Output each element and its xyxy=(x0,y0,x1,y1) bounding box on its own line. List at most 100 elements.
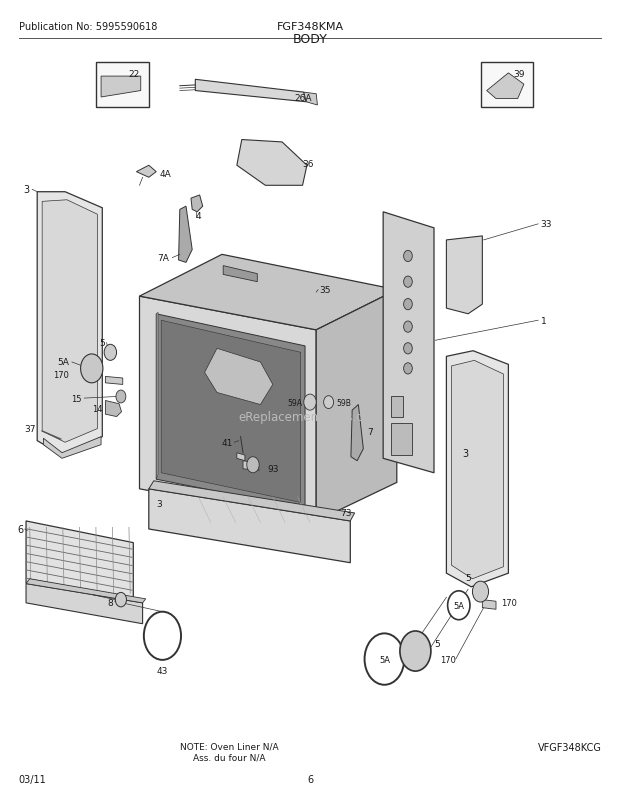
Circle shape xyxy=(104,345,117,361)
Circle shape xyxy=(404,299,412,310)
Text: 3: 3 xyxy=(24,185,30,195)
Text: 170: 170 xyxy=(53,370,69,379)
Text: eReplacementParts.com: eReplacementParts.com xyxy=(238,411,382,423)
Text: 5: 5 xyxy=(434,638,440,648)
Text: 93: 93 xyxy=(268,464,280,474)
Polygon shape xyxy=(154,626,170,646)
Circle shape xyxy=(304,395,316,411)
Text: 41: 41 xyxy=(221,438,232,448)
Polygon shape xyxy=(223,266,257,282)
Text: 5: 5 xyxy=(466,573,471,582)
Polygon shape xyxy=(482,600,496,610)
Circle shape xyxy=(404,363,412,375)
Circle shape xyxy=(404,343,412,354)
Polygon shape xyxy=(156,313,158,480)
Polygon shape xyxy=(26,584,143,624)
Circle shape xyxy=(116,391,126,403)
Text: 3: 3 xyxy=(462,448,468,458)
Text: 22: 22 xyxy=(128,70,140,79)
Bar xyxy=(480,63,533,107)
Text: 8: 8 xyxy=(107,598,113,608)
Text: 5A: 5A xyxy=(453,601,464,610)
Text: 6: 6 xyxy=(307,775,313,784)
Polygon shape xyxy=(191,196,203,213)
Polygon shape xyxy=(37,192,102,456)
Bar xyxy=(391,397,403,417)
Text: 1: 1 xyxy=(541,316,546,326)
Text: 5: 5 xyxy=(100,338,105,348)
Polygon shape xyxy=(156,314,305,509)
Text: 26A: 26A xyxy=(294,94,312,103)
Text: 59B: 59B xyxy=(336,398,351,407)
Circle shape xyxy=(448,591,470,620)
Polygon shape xyxy=(26,579,146,603)
Polygon shape xyxy=(304,93,317,106)
Circle shape xyxy=(115,593,126,607)
Polygon shape xyxy=(42,200,97,443)
Polygon shape xyxy=(243,461,259,471)
Text: Publication No: 5995590618: Publication No: 5995590618 xyxy=(19,22,157,32)
Polygon shape xyxy=(26,521,133,603)
Polygon shape xyxy=(237,140,307,186)
Polygon shape xyxy=(149,489,350,563)
Text: 170: 170 xyxy=(440,654,456,664)
Text: 43: 43 xyxy=(157,666,168,675)
Circle shape xyxy=(472,581,489,602)
Circle shape xyxy=(400,631,431,671)
Polygon shape xyxy=(149,481,355,521)
Circle shape xyxy=(324,396,334,409)
Text: 15: 15 xyxy=(71,394,82,403)
Text: VFGF348KCG: VFGF348KCG xyxy=(538,742,601,751)
Text: 35: 35 xyxy=(319,286,331,295)
Text: 7A: 7A xyxy=(157,253,169,263)
Text: FGF348KMA: FGF348KMA xyxy=(277,22,343,32)
Text: Ass. du four N/A: Ass. du four N/A xyxy=(193,752,265,761)
Polygon shape xyxy=(487,74,524,99)
Circle shape xyxy=(81,354,103,383)
Text: 5A: 5A xyxy=(379,654,390,664)
Polygon shape xyxy=(195,80,306,103)
Polygon shape xyxy=(105,401,122,417)
Polygon shape xyxy=(446,237,482,314)
Circle shape xyxy=(404,322,412,333)
Bar xyxy=(391,423,412,456)
Polygon shape xyxy=(101,77,141,98)
Text: 59A: 59A xyxy=(287,399,302,408)
Text: 73: 73 xyxy=(340,508,352,518)
Polygon shape xyxy=(205,349,273,405)
Polygon shape xyxy=(140,297,316,521)
Polygon shape xyxy=(140,255,397,330)
Circle shape xyxy=(247,457,259,473)
Text: 03/11: 03/11 xyxy=(19,775,46,784)
Polygon shape xyxy=(105,377,123,385)
Text: 3: 3 xyxy=(156,499,162,508)
Text: 4A: 4A xyxy=(159,169,171,179)
Text: 36: 36 xyxy=(302,160,314,169)
Polygon shape xyxy=(316,290,397,521)
Polygon shape xyxy=(351,405,363,461)
Polygon shape xyxy=(161,321,301,503)
Polygon shape xyxy=(237,453,245,461)
Text: 170: 170 xyxy=(501,598,517,608)
Text: 6: 6 xyxy=(17,525,24,534)
Text: 7: 7 xyxy=(367,427,373,436)
Polygon shape xyxy=(136,166,156,178)
Bar xyxy=(96,63,149,107)
Polygon shape xyxy=(179,207,192,263)
Text: 5A: 5A xyxy=(58,358,69,367)
Circle shape xyxy=(404,277,412,288)
Polygon shape xyxy=(451,361,503,579)
Polygon shape xyxy=(383,213,434,473)
Polygon shape xyxy=(371,647,397,674)
Circle shape xyxy=(365,634,404,685)
Polygon shape xyxy=(446,351,508,587)
Polygon shape xyxy=(409,639,422,663)
Text: 39: 39 xyxy=(513,70,525,79)
Polygon shape xyxy=(43,437,101,459)
Text: NOTE: Oven Liner N/A: NOTE: Oven Liner N/A xyxy=(180,742,279,751)
Text: 37: 37 xyxy=(24,424,36,434)
Circle shape xyxy=(404,251,412,262)
Text: 33: 33 xyxy=(541,220,552,229)
Text: BODY: BODY xyxy=(293,33,327,46)
Text: 4: 4 xyxy=(196,212,202,221)
